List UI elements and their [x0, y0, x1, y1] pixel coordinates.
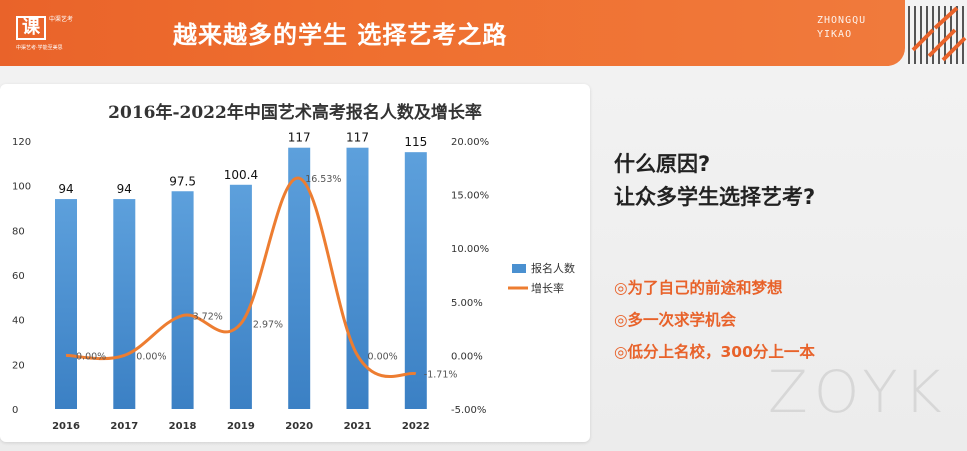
bar-value-label: 94	[58, 182, 73, 196]
bar	[113, 199, 136, 409]
bar-value-label: 117	[346, 131, 369, 145]
y-right-tick-label: 0.00%	[451, 351, 483, 362]
bar-value-label: 94	[117, 182, 132, 196]
legend-bar-label: 报名人数	[531, 261, 575, 275]
y-left-tick-label: 0	[12, 405, 18, 416]
reasons-list: ◎为了自己的前途和梦想 ◎多一次求学机会 ◎低分上名校，300分上一本	[614, 272, 944, 368]
registration-chart: 2016年-2022年中国艺术高考报名人数及增长率 0 20 40 60 80 100 12…	[12, 102, 575, 432]
legend-line-label: 增长率	[531, 281, 564, 295]
rate-value-label: 0.00%	[136, 351, 166, 362]
question-line-1: 什么原因?	[614, 152, 711, 176]
y-left-tick-label: 100	[12, 182, 31, 193]
rate-value-label: 0.00%	[76, 351, 106, 362]
bar-value-label: 100.4	[224, 168, 258, 182]
legend-bar-swatch	[512, 264, 526, 273]
bar	[346, 147, 369, 409]
x-tick-label: 2016	[52, 421, 80, 432]
page-title: 越来越多的学生 选择艺考之路	[173, 21, 508, 49]
bar	[288, 147, 311, 409]
brand-watermark: ZOYK	[768, 358, 948, 426]
y-right-tick-label: 5.00%	[451, 298, 483, 309]
bar	[171, 191, 194, 409]
reason-item: ◎低分上名校，300分上一本	[614, 343, 815, 361]
growth-rate-line	[65, 176, 417, 379]
chart-card: 2016年-2022年中国艺术高考报名人数及增长率 0 20 40 60 80 100 12…	[0, 84, 590, 442]
bar-value-label: 115	[404, 135, 427, 149]
y-right-tick-label: 20.00%	[451, 137, 489, 148]
rate-value-label: 16.53%	[305, 174, 341, 185]
y-left-tick-label: 60	[12, 271, 25, 282]
y-right-tick-label: 10.00%	[451, 244, 489, 255]
rate-value-label: 2.97%	[253, 320, 283, 331]
question-line-2: 让众多学生选择艺考?	[614, 185, 816, 209]
corner-decoration	[905, 0, 967, 66]
x-tick-label: 2017	[110, 421, 138, 432]
logo-mark: 课	[16, 16, 46, 40]
reason-item: ◎为了自己的前途和梦想	[614, 279, 783, 297]
question-heading: 什么原因? 让众多学生选择艺考?	[614, 148, 944, 214]
y-right-tick-label: 15.00%	[451, 191, 489, 202]
chart-title: 2016年-2022年中国艺术高考报名人数及增长率	[108, 102, 482, 123]
brand-line-2: YIKAO	[817, 29, 853, 40]
logo-side-text: 中渠艺考	[49, 16, 74, 23]
stripe-pattern-icon	[905, 0, 967, 66]
y-left-tick-label: 40	[12, 316, 25, 327]
bar	[55, 199, 77, 409]
rate-value-label: 3.72%	[193, 312, 223, 323]
chart-legend: 报名人数 增长率	[508, 261, 575, 295]
brand-wordmark: ZHONGQU YIKAO	[817, 14, 883, 42]
bar	[404, 152, 427, 409]
x-tick-label: 2022	[402, 421, 430, 432]
bar	[229, 184, 252, 409]
brand-line-1: ZHONGQU	[817, 15, 867, 26]
rate-value-label: 0.00%	[368, 351, 398, 362]
rate-value-label: -1.71%	[424, 370, 458, 381]
logo-subtitle: 中渠艺考·学能至美思	[16, 45, 63, 51]
y-right-tick-label: -5.00%	[451, 405, 486, 416]
bar-value-label: 117	[288, 131, 311, 145]
x-tick-label: 2018	[169, 421, 197, 432]
y-left-tick-label: 20	[12, 360, 25, 371]
reason-item: ◎多一次求学机会	[614, 311, 737, 329]
bar-value-label: 97.5	[169, 174, 196, 188]
x-tick-label: 2019	[227, 421, 255, 432]
x-tick-label: 2020	[285, 421, 313, 432]
y-left-tick-label: 120	[12, 137, 31, 148]
y-left-tick-label: 80	[12, 226, 25, 237]
header-banner: 课 中渠艺考 中渠艺考·学能至美思 越来越多的学生 选择艺考之路 ZHONGQU…	[0, 0, 905, 66]
brand-logo: 课 中渠艺考 中渠艺考·学能至美思	[16, 14, 78, 52]
x-tick-label: 2021	[344, 421, 372, 432]
